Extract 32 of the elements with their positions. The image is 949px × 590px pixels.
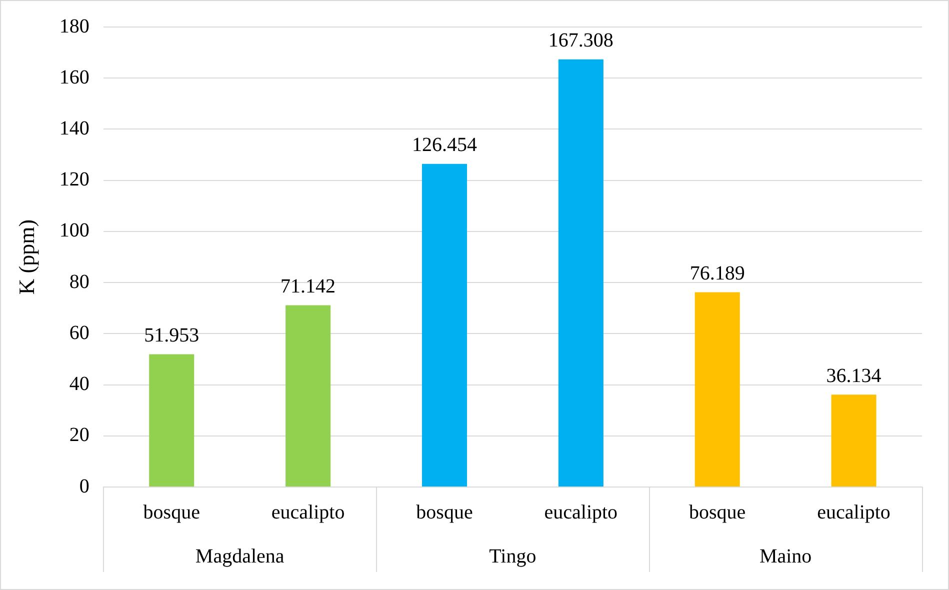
bar bbox=[149, 354, 194, 486]
bar bbox=[422, 164, 467, 486]
y-tick-label: 0 bbox=[79, 475, 90, 498]
y-tick-label: 120 bbox=[59, 168, 90, 191]
y-tick-label: 40 bbox=[69, 373, 90, 396]
y-tick-label: 80 bbox=[69, 270, 90, 293]
x-tick-label: bosque bbox=[143, 501, 200, 524]
x-tick-label: bosque bbox=[416, 501, 473, 524]
x-tick-label: eucalipto bbox=[271, 501, 345, 524]
y-tick-label: 180 bbox=[59, 15, 90, 38]
x-tick-label: eucalipto bbox=[544, 501, 618, 524]
y-tick-label: 160 bbox=[59, 66, 90, 88]
x-tick-label: bosque bbox=[689, 501, 746, 524]
y-tick-label: 140 bbox=[59, 117, 90, 140]
text: Tingo bbox=[489, 545, 536, 568]
bar bbox=[286, 305, 331, 486]
data-label: 167.308 bbox=[548, 30, 614, 52]
y-axis-title: K (ppm) bbox=[14, 219, 39, 295]
data-label: 126.454 bbox=[412, 134, 477, 156]
bar bbox=[831, 394, 876, 486]
y-tick-label: 100 bbox=[59, 220, 90, 242]
y-tick-label: 20 bbox=[69, 424, 90, 446]
bar bbox=[694, 292, 740, 486]
x-tick-label: eucalipto bbox=[817, 501, 890, 524]
data-label: 51.953 bbox=[144, 324, 200, 346]
y-tick-label: 60 bbox=[69, 322, 90, 344]
data-label: 71.142 bbox=[280, 275, 336, 298]
data-label: 76.189 bbox=[690, 262, 745, 285]
text: Maino bbox=[759, 545, 812, 568]
data-label: 36.134 bbox=[826, 364, 882, 387]
bar bbox=[558, 59, 604, 486]
text: Magdalena bbox=[195, 545, 284, 568]
